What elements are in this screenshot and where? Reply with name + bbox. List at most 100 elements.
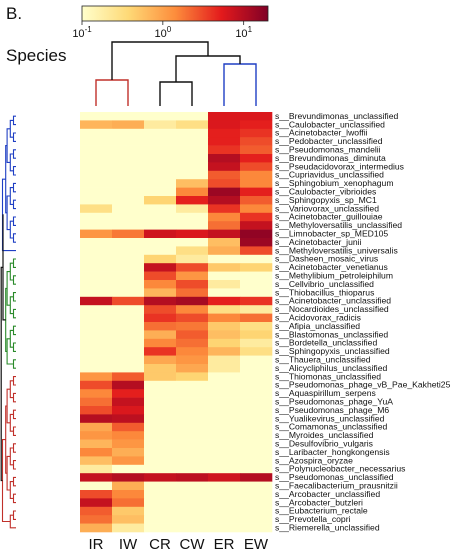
heatmap-cell	[240, 490, 273, 499]
row-dendrogram-branch	[12, 308, 16, 319]
heatmap-cell	[240, 221, 273, 230]
heatmap-cell	[176, 204, 209, 214]
heatmap-cell	[144, 196, 177, 205]
heatmap-cell	[144, 229, 177, 239]
heatmap-cell	[176, 187, 209, 197]
heatmap-cell	[176, 473, 209, 482]
heatmap-cell	[144, 271, 177, 281]
row-dendrogram-branch	[12, 409, 16, 420]
row-label: s__Aquaspirillum_serpens	[275, 388, 376, 398]
heatmap-cell	[80, 128, 113, 138]
heatmap-cell	[112, 448, 145, 457]
row-dendrogram-branch	[12, 149, 16, 159]
column-label: IW	[119, 536, 138, 550]
row-label: s__Pseudomonas_mandelii	[275, 144, 381, 154]
heatmap-cell	[80, 422, 113, 432]
column-label: EW	[244, 536, 269, 550]
heatmap-cell	[208, 212, 241, 222]
heatmap-cell	[80, 162, 113, 172]
heatmap-cell	[176, 112, 209, 121]
heatmap-cell	[176, 414, 209, 424]
heatmap-cell	[240, 322, 273, 331]
row-label: s__Thiobacillus_thioparus	[275, 287, 374, 297]
heatmap-cell	[240, 212, 273, 222]
heatmap-cell	[144, 448, 177, 457]
heatmap-cell	[144, 263, 177, 272]
heatmap-cell	[80, 481, 113, 491]
row-label: s__Acinetobacter_unclassified	[275, 296, 391, 306]
heatmap-cell	[80, 372, 113, 382]
heatmap-cell	[80, 120, 113, 130]
heatmap-cell	[208, 246, 241, 256]
heatmap-cell	[112, 439, 145, 449]
heatmap-cell	[176, 196, 209, 205]
heatmap-cell	[240, 473, 273, 482]
row-label: s__Polynucleobacter_necessarius	[275, 464, 405, 474]
row-dendrogram-branch	[12, 292, 16, 302]
heatmap-cell	[208, 204, 241, 214]
heatmap-cell	[240, 137, 273, 146]
heatmap-cell	[176, 448, 209, 457]
heatmap-cell	[240, 162, 273, 172]
heatmap-cell	[112, 506, 145, 516]
heatmap-cell	[208, 154, 241, 163]
heatmap-cell	[144, 330, 177, 340]
heatmap-cell	[112, 162, 145, 172]
row-dendrogram-branch	[12, 325, 16, 336]
heatmap-cell	[240, 112, 273, 121]
heatmap-cell	[112, 179, 145, 188]
heatmap-cell	[144, 347, 177, 356]
heatmap-cell	[240, 154, 273, 163]
heatmap-cell	[208, 422, 241, 432]
heatmap-cell	[240, 280, 273, 289]
colorbar-tick-label: 101	[235, 25, 252, 40]
heatmap-cell	[112, 322, 145, 331]
heatmap-cell	[144, 481, 177, 491]
heatmap-cell	[144, 498, 177, 508]
heatmap-cell	[112, 154, 145, 163]
heatmap-cell	[240, 330, 273, 340]
heatmap-cell	[208, 473, 241, 482]
heatmap-cell	[80, 246, 113, 256]
heatmap-cell	[208, 313, 241, 323]
row-label: s__Comamonas_unclassified	[275, 422, 387, 432]
heatmap-cell	[176, 490, 209, 499]
column-labels: IR IW CR CW ER EW	[89, 536, 269, 550]
heatmap-cell	[240, 196, 273, 205]
heatmap-cell	[240, 456, 273, 466]
heatmap-cell	[240, 313, 273, 323]
row-label: s__Acinetobacter_guillouiae	[275, 212, 383, 222]
heatmap-cell	[240, 414, 273, 424]
heatmap-cell	[112, 422, 145, 432]
heatmap-cell	[208, 347, 241, 356]
heatmap-cell	[112, 380, 145, 390]
heatmap-cell	[112, 515, 145, 524]
column-label: CW	[180, 536, 206, 550]
column-dendrogram-branch	[159, 81, 193, 106]
heatmap-cell	[80, 448, 113, 457]
heatmap-cell	[144, 464, 177, 474]
heatmap-cell	[176, 221, 209, 230]
heatmap-cell	[240, 389, 273, 398]
heatmap-cell	[208, 238, 241, 247]
heatmap-cell	[80, 296, 113, 306]
heatmap-cell	[240, 422, 273, 432]
heatmap-cell	[112, 481, 145, 491]
heatmap-cell	[240, 464, 273, 474]
heatmap-cell	[144, 204, 177, 214]
heatmap-cell	[80, 506, 113, 516]
heatmap-cell	[208, 296, 241, 306]
heatmap-cell	[112, 112, 145, 121]
heatmap-cell	[112, 254, 145, 264]
heatmap-cell	[112, 145, 145, 155]
column-dendrogram-branch	[223, 63, 257, 106]
heatmap-cell	[144, 187, 177, 197]
heatmap-cell	[176, 347, 209, 356]
heatmap-cell	[80, 313, 113, 323]
heatmap-cell	[176, 439, 209, 449]
heatmap-cell	[240, 338, 273, 348]
heatmap-cell	[80, 322, 113, 331]
row-label: s__Blastomonas_unclassified	[275, 329, 388, 339]
heatmap-cell	[208, 498, 241, 508]
heatmap-cell	[80, 196, 113, 205]
